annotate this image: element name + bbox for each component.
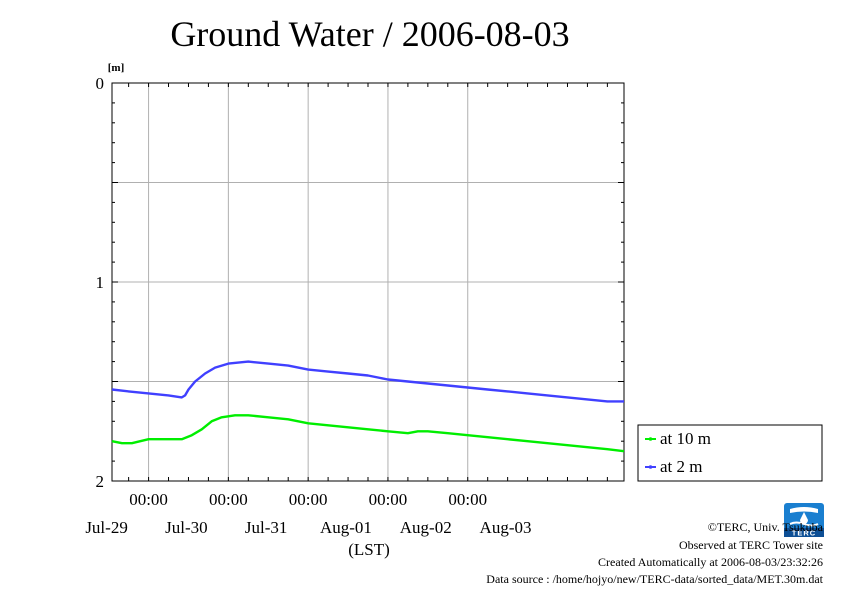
x-tick-labels: 00:00Jul-2900:00Jul-3000:00Jul-3100:00Au… <box>85 490 531 537</box>
x-tick-date: Jul-29 <box>85 518 128 537</box>
source-text: Data source : /home/hojyo/new/TERC-data/… <box>486 572 823 586</box>
x-tick-time: 00:00 <box>129 490 168 509</box>
x-tick-date: Aug-02 <box>400 518 452 537</box>
x-tick-date: Jul-31 <box>245 518 288 537</box>
x-tick-date: Jul-30 <box>165 518 208 537</box>
y-tick-label: 2 <box>96 472 105 491</box>
x-tick-date: Aug-03 <box>480 518 532 537</box>
legend-label: at 2 m <box>660 457 703 476</box>
y-tick-label: 1 <box>96 273 105 292</box>
legend-label: at 10 m <box>660 429 711 448</box>
grid-lines <box>112 83 624 481</box>
chart-title: Ground Water / 2006-08-03 <box>170 14 569 54</box>
copyright-text: ©TERC, Univ. Tsukuba <box>707 520 823 534</box>
legend-marker <box>648 437 653 441</box>
svg-text:TERC: TERC <box>792 529 816 538</box>
x-axis-unit: (LST) <box>348 540 390 559</box>
series-line <box>111 360 624 403</box>
legend-marker <box>648 465 653 469</box>
series-line <box>111 414 625 453</box>
axis-ticks <box>112 83 624 481</box>
x-tick-date: Aug-01 <box>320 518 372 537</box>
legend: at 10 m at 2 m <box>637 424 823 482</box>
y-tick-labels: 0 1 2 <box>96 74 105 491</box>
x-tick-time: 00:00 <box>369 490 408 509</box>
observed-text: Observed at TERC Tower site <box>678 538 823 552</box>
series-lines <box>111 360 625 453</box>
y-axis-unit: [m] <box>108 62 125 74</box>
x-tick-time: 00:00 <box>289 490 328 509</box>
terc-logo: TERC <box>784 503 824 537</box>
x-tick-time: 00:00 <box>448 490 487 509</box>
y-tick-label: 0 <box>96 74 105 93</box>
x-tick-time: 00:00 <box>209 490 248 509</box>
created-text: Created Automatically at 2006-08-03/23:3… <box>598 555 823 569</box>
